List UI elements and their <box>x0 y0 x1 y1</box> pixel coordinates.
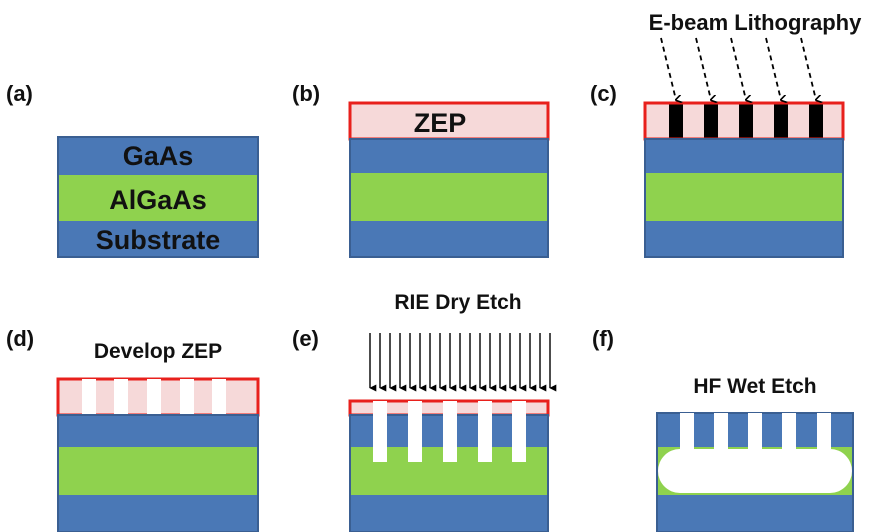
gaas-top-layer <box>58 415 258 447</box>
resist-opening <box>82 379 96 415</box>
panel-e-label: (e) <box>292 326 319 351</box>
etched-trenches <box>373 401 526 462</box>
stack-outline <box>644 138 844 258</box>
substrate-layer <box>350 221 548 257</box>
ebeam-arrow <box>730 37 746 100</box>
etched-trench <box>408 401 422 462</box>
develop-caption: Develop ZEP <box>94 340 222 363</box>
panel-c: (c) E-beam Lithography <box>590 10 862 258</box>
resist-opening <box>114 379 128 415</box>
ebeam-arrows <box>660 37 816 100</box>
ebeam-arrow <box>660 37 676 100</box>
gaas-top-layer <box>645 139 843 173</box>
etched-trench <box>443 401 457 462</box>
substrate-layer <box>350 495 548 532</box>
ebeam-caption: E-beam Lithography <box>649 10 862 35</box>
panel-d: (d) Develop ZEP <box>6 326 260 532</box>
algaas-layer <box>58 175 258 221</box>
substrate-layer <box>657 495 853 532</box>
etched-trench <box>373 401 387 462</box>
panel-d-label: (d) <box>6 326 34 351</box>
exposed-resist-block <box>809 104 823 138</box>
panel-f-label: (f) <box>592 326 614 351</box>
ebeam-arrow <box>765 37 781 100</box>
panel-c-label: (c) <box>590 81 617 106</box>
resist-opening <box>212 379 226 415</box>
algaas-layer <box>645 173 843 221</box>
exposed-resist-regions <box>669 104 823 138</box>
panel-e: (e) RIE Dry Etch <box>292 291 557 532</box>
exposed-resist-block <box>669 104 683 138</box>
exposed-resist-block <box>774 104 788 138</box>
exposed-resist-block <box>739 104 753 138</box>
etched-trench <box>782 413 796 449</box>
stack-outline <box>349 138 549 258</box>
gaas-top-layer <box>58 137 258 175</box>
stack-outline <box>57 136 259 258</box>
algaas-layer <box>350 173 548 221</box>
substrate-layer <box>58 221 258 257</box>
ebeam-arrow <box>695 37 711 100</box>
ebeam-arrow <box>800 37 816 100</box>
substrate-layer <box>645 221 843 257</box>
undercut-cavity <box>658 449 852 493</box>
etched-trench <box>680 413 694 449</box>
substrate-layer <box>58 495 258 532</box>
zep-label: ZEP <box>414 108 467 138</box>
etched-trench <box>478 401 492 462</box>
panel-b-label: (b) <box>292 81 320 106</box>
panel-a: (a) GaAs AlGaAs Substrate <box>6 81 259 258</box>
panel-b: (b) ZEP <box>292 81 550 258</box>
etched-trench <box>512 401 526 462</box>
gaas-label: GaAs <box>123 141 194 171</box>
panel-f: (f) HF Wet Etch <box>592 326 854 532</box>
gaas-top-layer <box>350 139 548 173</box>
resist-openings <box>82 379 226 415</box>
algaas-layer <box>58 447 258 495</box>
resist-opening <box>147 379 161 415</box>
hf-caption: HF Wet Etch <box>693 375 816 398</box>
stack-outline <box>57 414 259 532</box>
etched-trench <box>748 413 762 449</box>
etched-trench <box>817 413 831 449</box>
exposed-resist-block <box>704 104 718 138</box>
resist-opening <box>180 379 194 415</box>
rie-caption: RIE Dry Etch <box>394 291 521 314</box>
panel-a-label: (a) <box>6 81 33 106</box>
etched-trenches <box>680 413 831 449</box>
zep-resist-layer <box>348 101 550 141</box>
rie-arrows <box>369 333 557 392</box>
substrate-label: Substrate <box>96 225 221 255</box>
etched-trench <box>714 413 728 449</box>
algaas-label: AlGaAs <box>109 185 207 215</box>
